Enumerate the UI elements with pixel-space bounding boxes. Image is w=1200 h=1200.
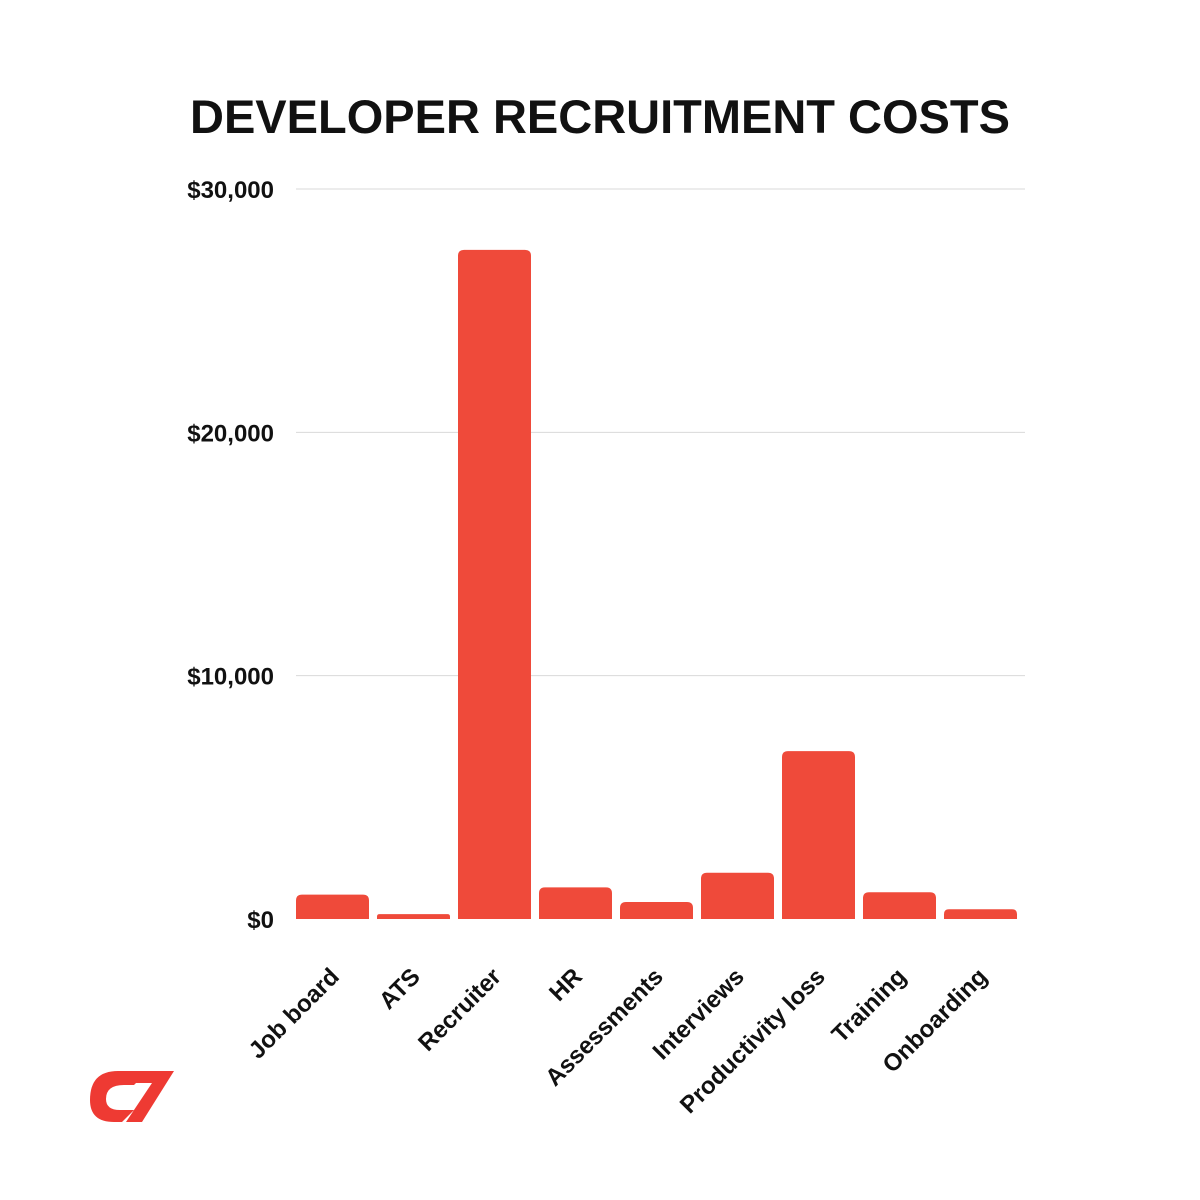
chart-title: DEVELOPER RECRUITMENT COSTS <box>190 90 1010 143</box>
bar <box>296 894 369 919</box>
x-tick-label: HR <box>544 963 588 1007</box>
y-axis-tick-labels: $0 $10,000 $20,000 $30,000 <box>187 177 274 934</box>
bar <box>377 914 450 919</box>
bar <box>539 887 612 919</box>
x-tick-label: Job board <box>244 963 345 1064</box>
logo-seven-shape <box>126 1071 174 1122</box>
bar <box>944 909 1017 919</box>
bar <box>782 751 855 919</box>
bars <box>296 249 1017 920</box>
x-tick-label: Training <box>827 963 912 1048</box>
gridlines <box>296 188 1025 677</box>
y-tick-label: $10,000 <box>187 664 274 691</box>
bar <box>701 872 774 919</box>
x-tick-label: Productivity loss <box>675 963 831 1119</box>
bar <box>863 892 936 919</box>
logo-c-shape <box>90 1071 148 1122</box>
bar <box>620 901 693 919</box>
bar <box>458 249 531 920</box>
y-tick-label: $20,000 <box>187 420 274 447</box>
x-tick-label: ATS <box>374 963 426 1015</box>
y-tick-label: $0 <box>247 907 274 934</box>
y-tick-label: $30,000 <box>187 177 274 204</box>
x-tick-label: Recruiter <box>413 963 507 1057</box>
brand-logo-icon <box>90 1071 174 1122</box>
